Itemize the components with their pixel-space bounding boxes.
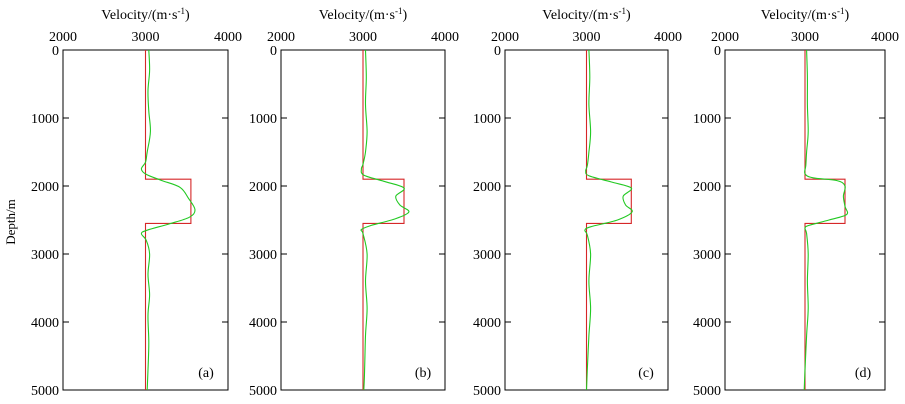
panel-label: (a) — [198, 366, 214, 381]
y-tick-label: 4000 — [31, 316, 59, 331]
y-tick-label: 3000 — [693, 248, 721, 263]
y-tick-label: 0 — [52, 44, 59, 59]
y-tick-label: 1000 — [249, 112, 277, 127]
y-tick-label: 1000 — [31, 112, 59, 127]
y-tick-label: 4000 — [473, 316, 501, 331]
y-tick-label: 3000 — [31, 248, 59, 263]
true-model-line — [804, 50, 846, 390]
x-axis-label-exponent: -1 — [837, 6, 845, 16]
panel-1: Velocity/(m·s-1) 2000 3000 4000 0 1000 2000 300… — [31, 6, 242, 399]
y-axis-label: Depth/m — [3, 199, 18, 245]
x-axis-label-main: Velocity/(m·s — [319, 8, 395, 23]
x-axis-label-main: Velocity/(m·s — [542, 8, 618, 23]
x-tick-label: 3000 — [573, 30, 601, 45]
inverted-model-line — [584, 49, 633, 391]
x-tick-label: 3000 — [791, 30, 819, 45]
y-tick-label: 4000 — [249, 316, 277, 331]
y-tick-label: 2000 — [31, 180, 59, 195]
x-axis-label-main: Velocity/(m·s — [101, 8, 177, 23]
x-axis-label-close: ) — [185, 8, 190, 23]
x-tick-label: 2000 — [267, 30, 295, 45]
x-axis-label: Velocity/(m·s-1) — [542, 6, 631, 23]
x-tick-label: 4000 — [214, 30, 242, 45]
y-tick-label: 4000 — [693, 316, 721, 331]
x-axis-label-exponent: -1 — [619, 6, 627, 16]
inverted-model-line — [803, 49, 849, 391]
y-tick-label: 3000 — [249, 248, 277, 263]
y-tick-label: 5000 — [249, 384, 277, 399]
y-tick-label: 1000 — [693, 112, 721, 127]
panel-label: (c) — [638, 366, 654, 381]
y-tick-label: 0 — [494, 44, 501, 59]
panel-label: (d) — [855, 366, 872, 381]
y-tick-label: 2000 — [249, 180, 277, 195]
y-tick-label: 2000 — [693, 180, 721, 195]
x-tick-label: 2000 — [491, 30, 519, 45]
y-tick-label: 2000 — [473, 180, 501, 195]
x-tick-label: 2000 — [711, 30, 739, 45]
y-tick-label: 0 — [714, 44, 721, 59]
true-model-line — [362, 50, 405, 390]
x-axis-label: Velocity/(m·s-1) — [319, 6, 408, 23]
inverted-model-line — [140, 49, 196, 391]
x-tick-label: 3000 — [349, 30, 377, 45]
panel-4: Velocity/(m·s-1) 2000 3000 4000 0 1000 2000 300… — [693, 6, 899, 399]
x-tick-label: 3000 — [132, 30, 160, 45]
y-tick-label: 5000 — [473, 384, 501, 399]
y-tick-label: 5000 — [693, 384, 721, 399]
panel-3: Velocity/(m·s-1) 2000 3000 4000 0 1000 2000 300… — [473, 6, 682, 399]
y-tick-label: 3000 — [473, 248, 501, 263]
x-axis-label-close: ) — [626, 8, 631, 23]
x-axis-label-close: ) — [845, 8, 850, 23]
inverted-model-line — [360, 49, 410, 391]
x-axis-label: Velocity/(m·s-1) — [101, 6, 190, 23]
x-tick-label: 2000 — [49, 30, 77, 45]
x-tick-label: 4000 — [654, 30, 682, 45]
y-tick-label: 0 — [270, 44, 277, 59]
panel-label: (b) — [415, 366, 432, 381]
true-model-line — [144, 50, 192, 390]
true-model-line — [585, 50, 632, 390]
x-tick-label: 4000 — [871, 30, 899, 45]
x-axis-label-exponent: -1 — [395, 6, 403, 16]
x-axis-label: Velocity/(m·s-1) — [761, 6, 850, 23]
x-axis-label-main: Velocity/(m·s — [761, 8, 837, 23]
y-tick-label: 5000 — [31, 384, 59, 399]
x-axis-label-exponent: -1 — [178, 6, 186, 16]
y-tick-label: 1000 — [473, 112, 501, 127]
x-tick-label: 4000 — [431, 30, 459, 45]
x-axis-label-close: ) — [403, 8, 408, 23]
panel-2: Velocity/(m·s-1) 2000 3000 4000 0 1000 2000 300… — [249, 6, 459, 399]
